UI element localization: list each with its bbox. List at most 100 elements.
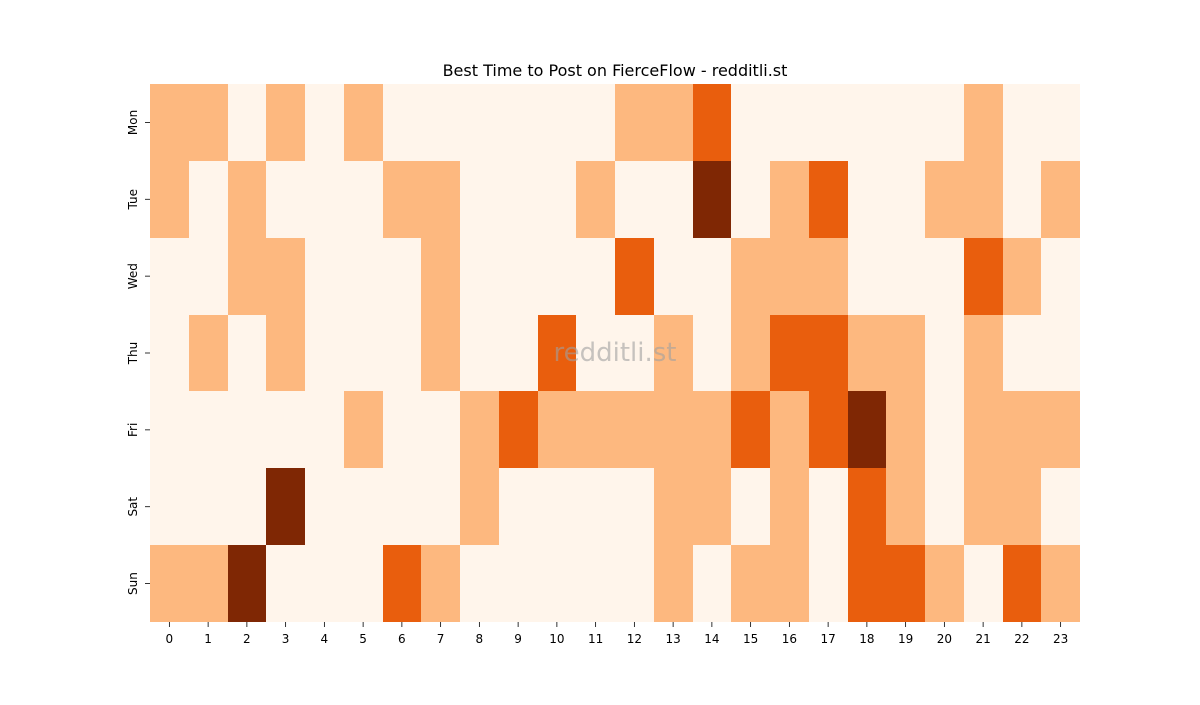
heatmap-cell	[693, 315, 731, 391]
heatmap-cell	[1041, 238, 1080, 315]
x-tick-label: 7	[437, 632, 445, 646]
heatmap-cell	[383, 391, 421, 468]
heatmap-cell	[886, 468, 925, 545]
heatmap-cell	[228, 468, 266, 545]
heatmap-cell	[964, 545, 1003, 622]
heatmap-cell	[189, 391, 228, 468]
heatmap-cell	[1003, 161, 1041, 238]
heatmap-cell	[305, 84, 344, 161]
heatmap-cell	[383, 468, 421, 545]
heatmap-cell	[731, 468, 770, 545]
heatmap-cell	[383, 315, 421, 391]
heatmap-cell	[576, 545, 615, 622]
heatmap-cell	[693, 238, 731, 315]
x-tick-label: 9	[514, 632, 522, 646]
x-tick-label: 23	[1053, 632, 1068, 646]
heatmap-cell	[421, 161, 460, 238]
y-tick-label: Wed	[126, 263, 140, 289]
heatmap-cell	[1003, 315, 1041, 391]
heatmap-cell	[964, 315, 1003, 391]
heatmap-cell	[654, 545, 693, 622]
heatmap-cell	[538, 161, 576, 238]
heatmap-cell	[499, 391, 538, 468]
x-tick-label: 21	[975, 632, 990, 646]
heatmap-cell	[266, 238, 305, 315]
x-tick-label: 17	[820, 632, 835, 646]
heatmap-cell	[615, 545, 654, 622]
heatmap-cell	[150, 468, 189, 545]
heatmap-cell	[305, 391, 344, 468]
heatmap-cell	[886, 545, 925, 622]
heatmap-cell	[615, 468, 654, 545]
heatmap-cell	[770, 238, 809, 315]
heatmap-cell	[964, 468, 1003, 545]
heatmap-cell	[189, 84, 228, 161]
heatmap-cell	[654, 161, 693, 238]
heatmap-cell	[344, 391, 383, 468]
heatmap-cell	[1041, 315, 1080, 391]
heatmap-cell	[1003, 238, 1041, 315]
x-tick-label: 22	[1014, 632, 1029, 646]
heatmap-cell	[538, 315, 576, 391]
heatmap-cell	[305, 161, 344, 238]
heatmap-cell	[150, 238, 189, 315]
x-axis-ticks: 0 1 2 3 4 5 6 7 8 9 10 11 12 13 14 15 16 17 18 19 20 21 22 23	[166, 622, 1068, 646]
heatmap-cell	[925, 468, 964, 545]
heatmap-cell	[886, 391, 925, 468]
heatmap-cell	[848, 468, 886, 545]
heatmap-cell	[228, 545, 266, 622]
heatmap-cell	[499, 161, 538, 238]
heatmap-cell	[886, 161, 925, 238]
heatmap-cell	[1003, 84, 1041, 161]
heatmap-cell	[189, 545, 228, 622]
heatmap-cell	[150, 315, 189, 391]
x-tick-label: 13	[665, 632, 680, 646]
heatmap-cell	[925, 315, 964, 391]
heatmap-cell	[344, 161, 383, 238]
heatmap-cell	[1041, 84, 1080, 161]
heatmap-cell	[189, 315, 228, 391]
heatmap-cell	[1003, 391, 1041, 468]
x-tick-label: 8	[476, 632, 484, 646]
heatmap-cell	[693, 391, 731, 468]
x-tick-label: 16	[782, 632, 797, 646]
heatmap-cell	[848, 545, 886, 622]
heatmap-cell	[228, 238, 266, 315]
heatmap-cell	[305, 545, 344, 622]
heatmap-cell	[189, 238, 228, 315]
heatmap-cell	[809, 391, 848, 468]
heatmap-cell	[460, 315, 499, 391]
heatmap-cell	[848, 315, 886, 391]
heatmap-cell	[615, 391, 654, 468]
heatmap-cells	[150, 84, 1080, 622]
heatmap-cell	[460, 545, 499, 622]
heatmap-cell	[770, 84, 809, 161]
heatmap-cell	[383, 161, 421, 238]
heatmap-cell	[964, 161, 1003, 238]
heatmap-cell	[809, 468, 848, 545]
heatmap-cell	[344, 238, 383, 315]
heatmap-cell	[421, 238, 460, 315]
heatmap-cell	[693, 84, 731, 161]
heatmap-cell	[150, 84, 189, 161]
heatmap-cell	[693, 545, 731, 622]
heatmap-cell	[189, 161, 228, 238]
heatmap-cell	[654, 391, 693, 468]
heatmap-cell	[421, 315, 460, 391]
heatmap-cell	[150, 545, 189, 622]
x-tick-label: 5	[359, 632, 367, 646]
heatmap-cell	[693, 468, 731, 545]
heatmap-cell	[654, 468, 693, 545]
heatmap-cell	[654, 315, 693, 391]
y-tick-label: Sun	[126, 572, 140, 595]
heatmap-cell	[266, 161, 305, 238]
heatmap-cell	[228, 84, 266, 161]
x-tick-label: 0	[166, 632, 174, 646]
heatmap-cell	[499, 468, 538, 545]
heatmap-cell	[421, 391, 460, 468]
heatmap-cell	[731, 315, 770, 391]
heatmap-cell	[305, 238, 344, 315]
heatmap-cell	[615, 315, 654, 391]
heatmap-cell	[809, 84, 848, 161]
heatmap-cell	[731, 84, 770, 161]
